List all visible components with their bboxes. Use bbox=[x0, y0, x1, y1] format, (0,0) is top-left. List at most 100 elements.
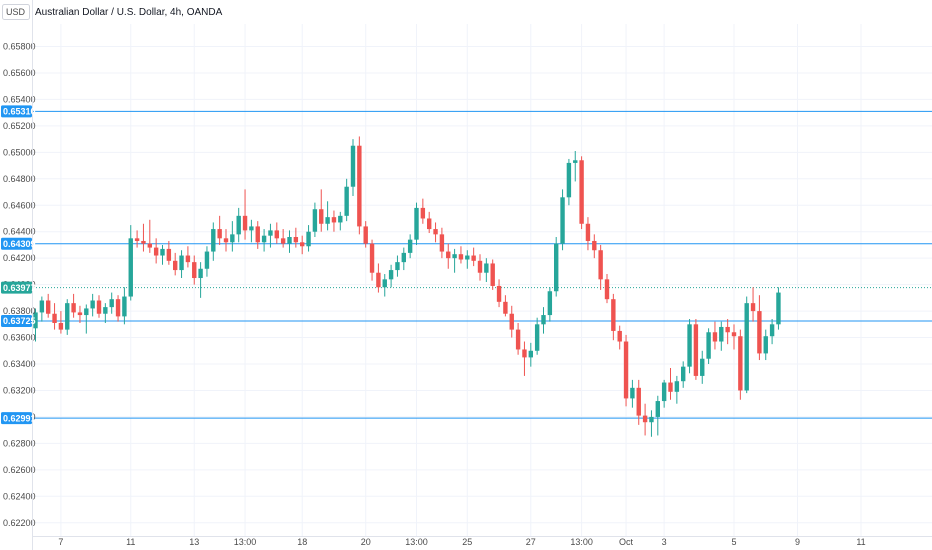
candle-up[interactable] bbox=[407, 239, 413, 253]
currency-box[interactable] bbox=[2, 4, 30, 20]
candle-up[interactable] bbox=[566, 162, 572, 198]
candle-up[interactable] bbox=[84, 308, 89, 316]
candle-down[interactable] bbox=[274, 230, 279, 239]
candle-down[interactable] bbox=[96, 300, 102, 314]
candle-down[interactable] bbox=[217, 229, 222, 239]
candle-down[interactable] bbox=[115, 299, 121, 317]
candle-up[interactable] bbox=[630, 387, 635, 399]
candle-up[interactable] bbox=[204, 251, 210, 269]
candle-up[interactable] bbox=[681, 366, 686, 382]
candle-down[interactable] bbox=[471, 255, 476, 261]
candle-down[interactable] bbox=[147, 243, 152, 248]
candle-up[interactable] bbox=[236, 215, 241, 235]
candle-down[interactable] bbox=[433, 229, 438, 235]
candle-up[interactable] bbox=[674, 381, 680, 392]
candle-down[interactable] bbox=[242, 215, 248, 231]
candle-up[interactable] bbox=[179, 255, 184, 271]
candle-down[interactable] bbox=[280, 238, 286, 244]
candle-up[interactable] bbox=[700, 358, 705, 376]
candle-up[interactable] bbox=[719, 326, 724, 342]
candle-down[interactable] bbox=[522, 349, 527, 358]
candle-down[interactable] bbox=[712, 332, 718, 342]
candle-up[interactable] bbox=[312, 209, 318, 232]
candle-down[interactable] bbox=[300, 242, 305, 247]
candle-down[interactable] bbox=[357, 145, 362, 227]
candle-down[interactable] bbox=[319, 209, 324, 224]
candle-up[interactable] bbox=[528, 350, 533, 358]
candle-down[interactable] bbox=[376, 272, 381, 288]
candle-down[interactable] bbox=[604, 279, 610, 300]
candle-up[interactable] bbox=[649, 416, 654, 423]
candle-down[interactable] bbox=[223, 238, 229, 243]
candle-up[interactable] bbox=[39, 300, 45, 313]
candle-down[interactable] bbox=[166, 248, 172, 261]
candle-down[interactable] bbox=[331, 217, 337, 223]
candle-down[interactable] bbox=[153, 247, 159, 256]
candle-up[interactable] bbox=[103, 307, 108, 314]
candle-down[interactable] bbox=[579, 160, 584, 224]
candle-up[interactable] bbox=[90, 300, 95, 309]
candle-down[interactable] bbox=[738, 336, 743, 391]
candle-down[interactable] bbox=[293, 237, 299, 243]
candle-down[interactable] bbox=[611, 299, 616, 331]
candle-down[interactable] bbox=[725, 326, 730, 333]
candle-down[interactable] bbox=[439, 234, 445, 252]
candle-up[interactable] bbox=[534, 324, 540, 351]
candle-up[interactable] bbox=[65, 303, 70, 330]
candle-down[interactable] bbox=[490, 263, 495, 286]
candle-down[interactable] bbox=[77, 312, 83, 316]
candle-down[interactable] bbox=[141, 240, 146, 244]
candle-up[interactable] bbox=[160, 248, 165, 256]
candle-up[interactable] bbox=[287, 237, 292, 244]
candle-up[interactable] bbox=[560, 197, 565, 244]
candle-down[interactable] bbox=[509, 313, 514, 330]
candle-up[interactable] bbox=[452, 254, 457, 259]
candle-up[interactable] bbox=[687, 324, 692, 367]
candle-up[interactable] bbox=[541, 315, 546, 325]
candle-up[interactable] bbox=[706, 332, 711, 359]
candle-up[interactable] bbox=[325, 217, 330, 224]
candle-down[interactable] bbox=[598, 250, 603, 280]
candle-down[interactable] bbox=[192, 262, 197, 279]
candle-up[interactable] bbox=[344, 186, 349, 216]
candle-down[interactable] bbox=[58, 322, 64, 330]
candle-up[interactable] bbox=[350, 145, 356, 187]
candle-up[interactable] bbox=[744, 303, 749, 391]
candle-up[interactable] bbox=[198, 268, 203, 279]
candle-up[interactable] bbox=[128, 238, 133, 297]
candle-up[interactable] bbox=[661, 382, 667, 402]
candle-up[interactable] bbox=[484, 263, 489, 273]
candle-up[interactable] bbox=[573, 160, 578, 163]
candle-up[interactable] bbox=[109, 299, 114, 308]
candle-up[interactable] bbox=[763, 336, 768, 354]
candle-down[interactable] bbox=[623, 341, 629, 399]
candle-down[interactable] bbox=[757, 311, 762, 354]
candle-up[interactable] bbox=[122, 296, 127, 317]
candle-down[interactable] bbox=[496, 285, 502, 302]
candle-up[interactable] bbox=[338, 215, 343, 223]
candle-down[interactable] bbox=[52, 313, 57, 323]
candle-up[interactable] bbox=[211, 229, 216, 252]
candle-down[interactable] bbox=[642, 415, 648, 423]
candle-up[interactable] bbox=[306, 231, 311, 247]
candle-down[interactable] bbox=[731, 332, 737, 337]
candle-down[interactable] bbox=[134, 238, 140, 241]
candle-up[interactable] bbox=[776, 292, 781, 325]
candle-up[interactable] bbox=[268, 230, 273, 236]
candle-up[interactable] bbox=[249, 226, 254, 231]
candle-down[interactable] bbox=[46, 300, 51, 314]
candle-down[interactable] bbox=[363, 226, 368, 244]
candle-up[interactable] bbox=[769, 324, 775, 337]
candle-up[interactable] bbox=[401, 252, 406, 263]
candle-down[interactable] bbox=[617, 330, 622, 342]
candle-up[interactable] bbox=[261, 235, 267, 243]
candle-up[interactable] bbox=[655, 401, 660, 417]
candle-up[interactable] bbox=[414, 207, 419, 240]
candle-down[interactable] bbox=[592, 240, 597, 251]
candle-down[interactable] bbox=[515, 329, 521, 350]
candle-down[interactable] bbox=[369, 243, 375, 273]
candle-down[interactable] bbox=[71, 303, 76, 313]
candle-down[interactable] bbox=[185, 255, 191, 263]
candle-down[interactable] bbox=[458, 254, 464, 260]
candle-down[interactable] bbox=[420, 207, 426, 219]
